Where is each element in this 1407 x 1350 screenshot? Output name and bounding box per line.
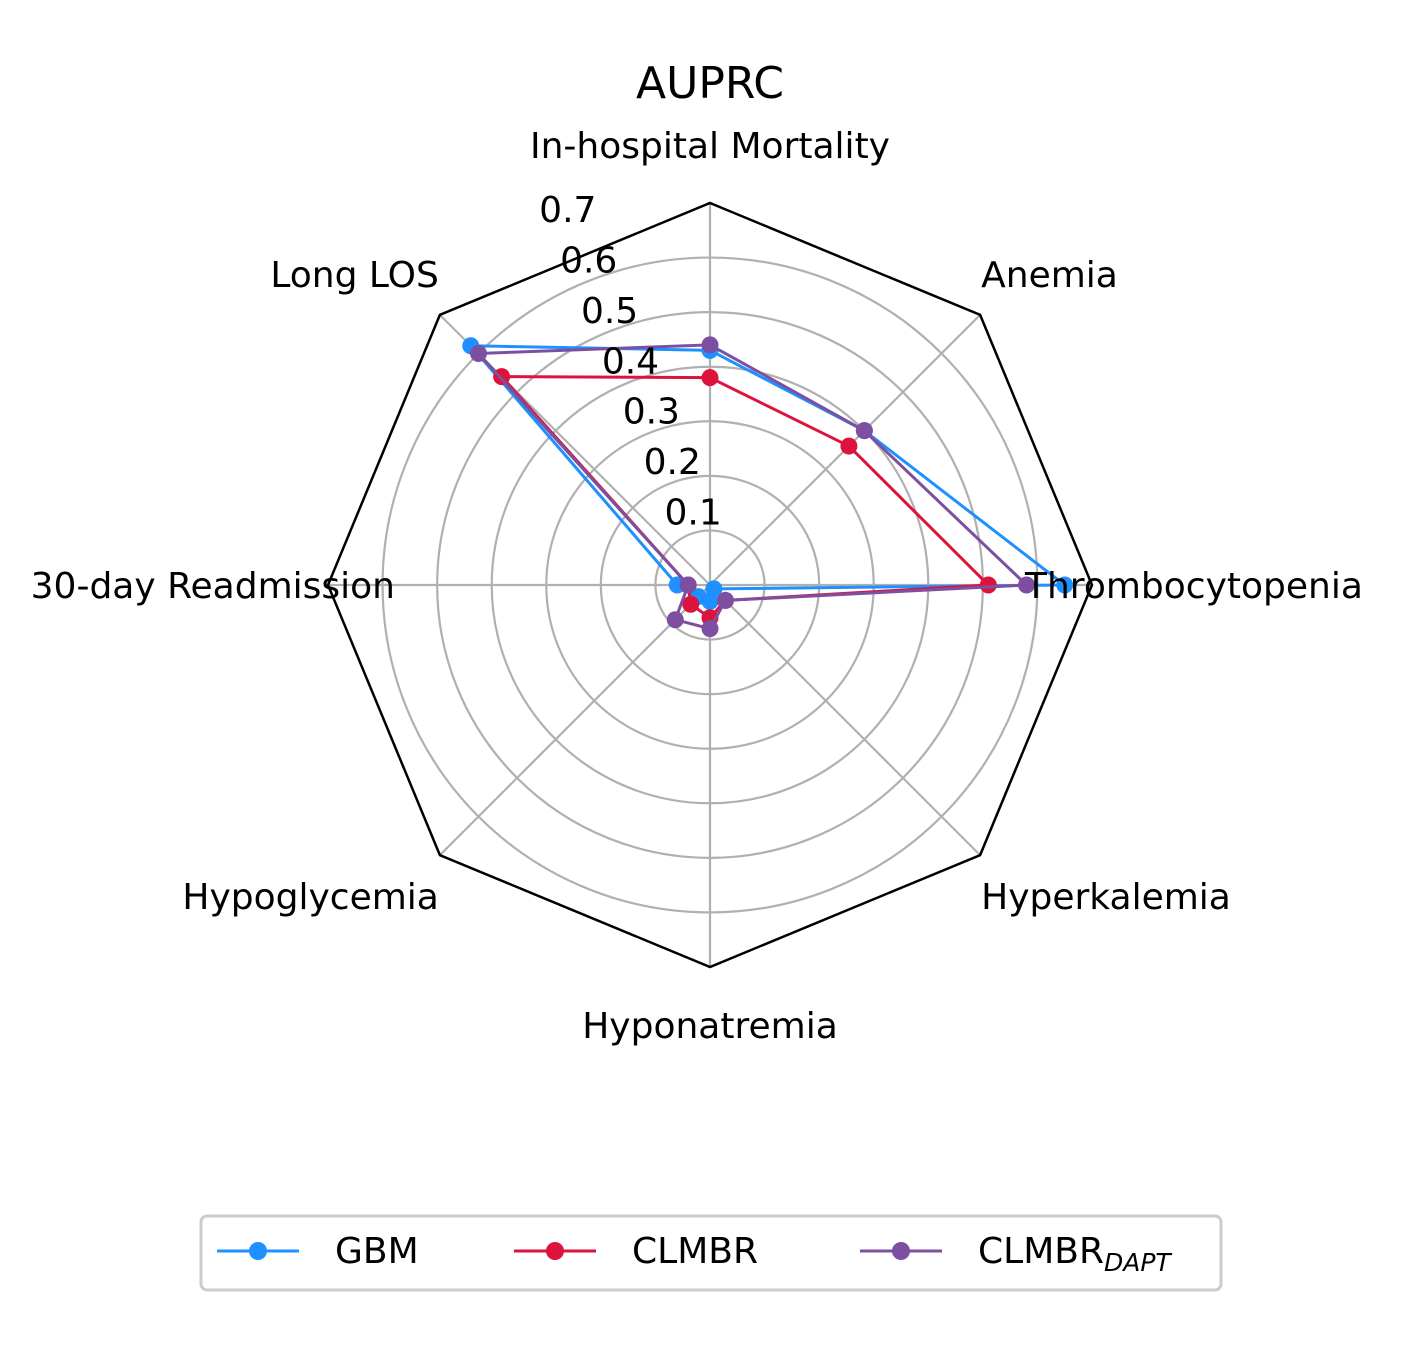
series-point (701, 336, 719, 354)
category-label: Thrombocytopenia (1024, 566, 1363, 607)
legend-label-clmbr-dapt-subscript: DAPT (1104, 1248, 1172, 1277)
radial-tick-label: 0.2 (644, 442, 701, 483)
legend-marker-gbm (249, 1242, 267, 1260)
category-labels: In-hospital Mortality Anemia Thrombocytope… (31, 126, 1363, 1047)
chart-title: AUPRC (636, 58, 784, 109)
legend-frame (199, 1214, 1223, 1292)
legend-label-gbm: GBM (335, 1231, 419, 1272)
grid-spoke (439, 584, 711, 856)
category-label: Long LOS (270, 255, 439, 296)
series-point (679, 576, 697, 594)
radial-tick-label: 0.1 (664, 493, 721, 534)
radial-tick-label: 0.6 (560, 240, 617, 281)
legend-marker-clmbr (546, 1242, 564, 1260)
series-point (666, 611, 684, 629)
legend: GBM CLMBR CLMBRDAPT (199, 1214, 1223, 1292)
category-label: 30-day Readmission (31, 566, 395, 607)
radial-tick-label: 0.5 (581, 291, 638, 332)
legend-item-clmbr: CLMBR (514, 1231, 758, 1272)
legend-marker-clmbr-dapt (892, 1242, 910, 1260)
series-point (840, 437, 858, 455)
series-2 (469, 336, 1036, 638)
legend-label-clmbr: CLMBR (632, 1231, 758, 1272)
series-point (701, 369, 719, 387)
series-point (1018, 576, 1036, 594)
series-line (469, 344, 1067, 603)
series-point (716, 591, 734, 609)
category-label: Hyperkalemia (981, 877, 1231, 918)
category-label: Hypoglycemia (182, 877, 438, 918)
radial-tick-label: 0.7 (539, 190, 596, 231)
radial-tick-label: 0.3 (623, 392, 680, 433)
legend-item-clmbr-dapt: CLMBRDAPT (860, 1231, 1172, 1277)
radar-grid (326, 201, 1094, 969)
category-label: Hyponatremia (582, 1006, 838, 1047)
legend-label-clmbr-dapt-main: CLMBR (978, 1231, 1104, 1272)
radial-tick-labels: 0.1 0.2 0.3 0.4 0.5 0.6 0.7 (539, 190, 722, 534)
category-label: In-hospital Mortality (530, 126, 890, 167)
series-point (469, 344, 487, 362)
radar-frame (326, 201, 1094, 969)
series-point (855, 422, 873, 440)
radial-tick-label: 0.4 (602, 341, 659, 382)
series-point (701, 620, 719, 638)
legend-item-gbm: GBM (217, 1231, 419, 1272)
series-point (1056, 576, 1074, 594)
radar-series (462, 336, 1074, 638)
series-point (979, 576, 997, 594)
category-label: Anemia (981, 255, 1118, 296)
grid-spoke (709, 584, 981, 856)
series-point (682, 595, 700, 613)
legend-label-clmbr-dapt: CLMBRDAPT (978, 1231, 1172, 1277)
